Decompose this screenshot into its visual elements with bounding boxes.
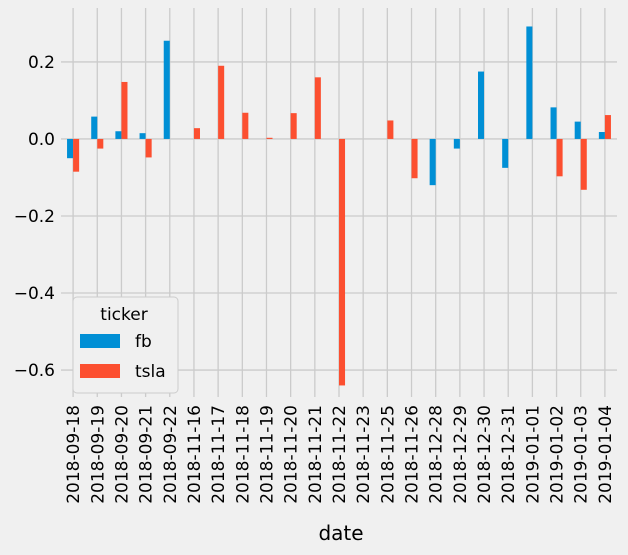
bar-tsla (339, 138, 346, 386)
bar-fb (598, 132, 605, 139)
bar-tsla (242, 112, 249, 139)
bar-tsla (218, 65, 225, 139)
x-tick-label: 2018-12-29 (451, 405, 471, 504)
bar-tsla (290, 113, 297, 139)
bar-tsla (580, 138, 587, 190)
legend-title: ticker (100, 305, 147, 325)
bar-tsla (266, 137, 273, 139)
bars (67, 26, 611, 386)
x-tick-label: 2018-11-16 (185, 405, 205, 504)
x-tick-label: 2018-11-20 (282, 405, 302, 504)
x-tick-label: 2018-11-22 (330, 405, 350, 504)
bar-fb (115, 131, 122, 139)
x-tick-label: 2019-01-04 (596, 405, 616, 504)
legend-label-tsla: tsla (135, 362, 166, 382)
bar-tsla (97, 138, 104, 149)
x-tick-label: 2018-09-22 (161, 405, 181, 504)
bar-tsla (145, 138, 152, 158)
bar-tsla (314, 77, 321, 139)
x-tick-label: 2019-01-03 (572, 405, 592, 504)
bar-tsla (73, 138, 80, 172)
y-axis: 0.2 0.0 −0.2 −0.4 −0.6 (14, 53, 55, 381)
x-tick-label: 2018-09-21 (137, 405, 157, 504)
x-tick-label: 2018-09-18 (64, 405, 84, 504)
x-tick-label: 2018-11-25 (378, 405, 398, 504)
bar-fb (163, 40, 170, 139)
x-tick-label: 2018-09-19 (88, 405, 108, 504)
x-tick-label: 2018-12-30 (475, 405, 495, 504)
legend: ticker fb tsla (72, 296, 179, 394)
x-tick-label: 2018-11-18 (233, 405, 253, 504)
bar-tsla (604, 115, 611, 139)
x-tick-label: 2018-11-26 (403, 405, 423, 504)
bar-tsla (411, 138, 418, 179)
bar-fb (453, 138, 460, 149)
legend-label-fb: fb (135, 332, 152, 352)
x-axis: 2018-09-18 2018-09-19 2018-09-20 2018-09-21… (64, 405, 616, 504)
bar-tsla (387, 120, 394, 139)
bar-tsla (193, 128, 200, 139)
x-tick-label: 2018-11-19 (257, 405, 277, 504)
bar-fb (478, 71, 485, 139)
bar-fb (526, 26, 533, 139)
y-tick-label: −0.4 (14, 284, 55, 304)
legend-swatch-tsla (80, 364, 120, 378)
y-tick-label: −0.2 (14, 207, 55, 227)
x-tick-label: 2019-01-02 (548, 405, 568, 504)
x-tick-label: 2018-11-21 (306, 405, 326, 504)
legend-swatch-fb (80, 334, 120, 348)
bar-fb (550, 107, 557, 139)
bar-tsla (121, 81, 128, 139)
bar-fb (91, 116, 98, 139)
bar-fb (574, 121, 581, 139)
bar-fb (429, 138, 436, 186)
x-tick-label: 2018-09-20 (112, 405, 132, 504)
x-tick-label: 2019-01-01 (523, 405, 543, 504)
x-tick-label: 2018-12-28 (427, 405, 447, 504)
bar-fb (502, 138, 509, 168)
y-tick-label: 0.0 (28, 130, 55, 150)
bar-tsla (556, 138, 563, 177)
y-tick-label: 0.2 (28, 53, 55, 73)
y-tick-label: −0.6 (14, 361, 55, 381)
x-tick-label: 2018-11-17 (209, 405, 229, 504)
x-tick-label: 2018-11-23 (354, 405, 374, 504)
x-tick-label: 2018-12-31 (499, 405, 519, 504)
bar-fb (67, 138, 74, 159)
x-axis-title: date (318, 521, 363, 545)
bar-fb (139, 133, 146, 139)
